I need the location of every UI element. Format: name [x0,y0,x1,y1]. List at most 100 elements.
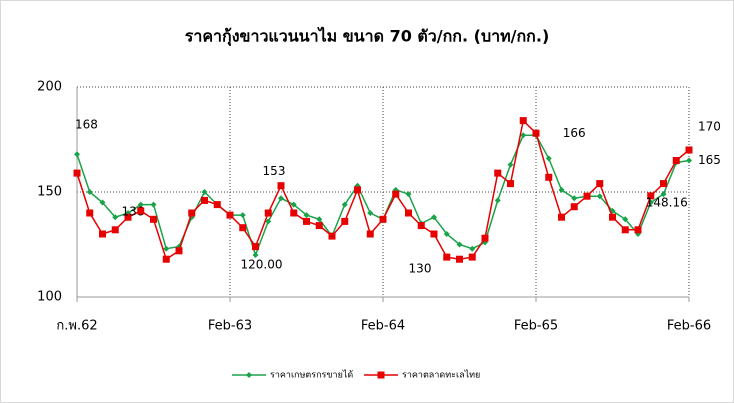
x-tick-label: Feb-66 [667,319,711,334]
marker [405,209,412,217]
marker [163,245,170,252]
marker [686,157,692,164]
y-tick-label: 150 [37,185,62,200]
marker [685,146,693,154]
marker [265,218,272,225]
data-label: 148.16 [646,195,688,209]
marker [558,186,565,193]
legend-marker [377,371,385,379]
legend-label: ราคาตลาดทะเลไทย [402,370,480,381]
chart-title: ราคากุ้งขาวแวนนาไม ขนาด 70 ตัว/กก. (บาท/… [185,27,550,47]
marker [112,214,119,221]
marker [201,196,208,204]
data-label: 166 [563,126,586,140]
marker [379,215,387,223]
marker [405,191,412,198]
marker [621,226,629,234]
marker [596,193,603,200]
marker [315,222,323,230]
data-label: 153 [263,164,286,178]
marker [660,180,667,188]
marker [328,232,336,240]
x-tick-label: ก.พ.62 [56,319,97,334]
legend-marker [246,372,252,378]
marker [481,234,489,242]
x-tick-label: Feb-63 [208,319,252,334]
marker [239,224,247,232]
y-tick-label: 100 [37,290,62,305]
marker [672,157,680,164]
marker [545,155,552,162]
marker [111,226,119,234]
marker [341,217,349,225]
marker [392,190,400,198]
marker [532,129,540,137]
marker [558,213,565,221]
marker [137,207,145,215]
marker [647,192,655,200]
data-label: 120.00 [241,258,283,272]
marker [341,201,348,208]
marker [507,161,514,168]
marker [137,201,144,208]
data-label: 170 [698,120,721,134]
marker [443,231,450,237]
marker [213,201,221,209]
marker [290,209,298,217]
marker [162,255,170,263]
marker [367,210,374,216]
marker [507,180,514,188]
marker [545,173,553,181]
x-tick-label: Feb-65 [514,319,558,334]
marker [520,132,527,139]
marker [456,255,463,263]
marker [596,180,604,188]
marker [239,212,246,219]
data-label: 168 [75,118,98,132]
marker [519,117,527,125]
marker [494,169,502,177]
marker [201,189,208,195]
marker [74,151,80,158]
legend-label: ราคาเกษตรกรขายได้ [270,370,353,381]
marker [443,253,451,261]
marker [417,222,425,230]
marker [469,245,476,252]
marker [86,209,94,217]
y-tick-label: 200 [37,80,62,95]
marker [150,215,157,223]
marker [456,241,463,248]
marker [150,201,157,208]
marker [570,203,578,211]
data-label: 130 [409,262,432,276]
marker [316,216,323,223]
marker [277,182,285,190]
marker [571,195,578,202]
marker [99,230,106,238]
marker [583,192,591,200]
marker [609,213,616,221]
marker [354,186,361,194]
marker [494,197,501,204]
marker [252,243,259,251]
marker [468,253,476,261]
marker [278,195,284,202]
marker [303,217,310,225]
marker [660,191,667,198]
marker [124,213,132,221]
marker [303,212,310,219]
marker [622,216,629,223]
marker [175,247,183,255]
marker [634,226,642,234]
marker [188,209,196,217]
marker [226,211,234,219]
marker [431,214,437,221]
marker [430,230,438,238]
data-label: 165 [698,153,721,167]
marker [252,252,259,258]
marker [86,189,93,195]
x-tick-label: Feb-64 [361,319,405,334]
marker [73,169,81,177]
